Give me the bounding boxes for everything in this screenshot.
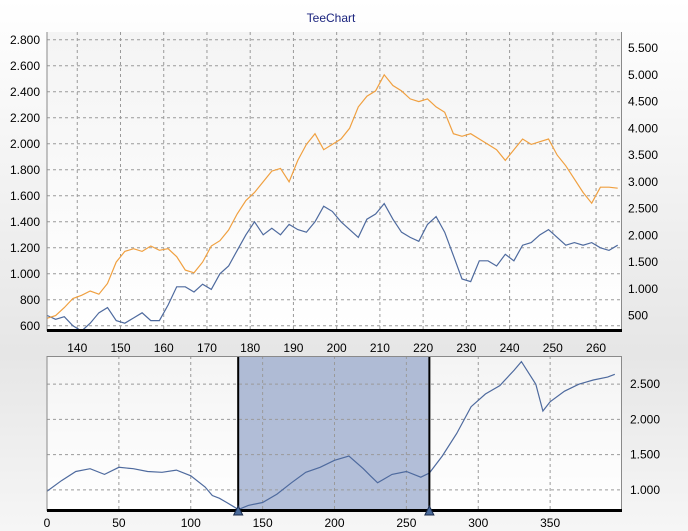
main-right-y-tick-label: 4.000 <box>628 121 658 135</box>
navigator-x-tick-label: 0 <box>44 516 51 530</box>
main-left-y-tick-label: 1.000 <box>10 267 40 281</box>
main-right-y-tick-label: 2.000 <box>628 228 658 242</box>
main-plot-frame <box>46 32 622 332</box>
main-x-tick-label: 210 <box>370 341 390 355</box>
main-x-tick-label: 230 <box>456 341 476 355</box>
chart-title: TeeChart <box>307 11 356 25</box>
main-x-tick-label: 200 <box>327 341 347 355</box>
main-right-y-tick-label: 5.000 <box>628 68 658 82</box>
main-right-y-tick-label: 5.500 <box>628 41 658 55</box>
main-right-y-tick-label: 500 <box>628 309 648 323</box>
main-right-y-tick-label: 4.500 <box>628 95 658 109</box>
main-right-y-tick-label: 1.500 <box>628 255 658 269</box>
main-x-tick-label: 190 <box>283 341 303 355</box>
selection-left-handle-icon[interactable] <box>232 504 244 516</box>
main-right-y-tick-label: 3.500 <box>628 148 658 162</box>
main-plot-area <box>47 32 622 331</box>
main-left-y-tick-label: 1.800 <box>10 163 40 177</box>
main-left-y-tick-label: 1.200 <box>10 241 40 255</box>
main-x-tick-label: 240 <box>500 341 520 355</box>
navigator-x-tick-label: 100 <box>181 516 201 530</box>
main-left-y-tick-label: 2.400 <box>10 85 40 99</box>
main-right-y-tick-label: 2.500 <box>628 202 658 216</box>
navigator-x-tick-labels: 0 50 100 150 200 250 300 350 <box>44 516 561 530</box>
main-x-tick-labels: 140 150 160 170 180 190 200 210 220 230 240 250 260 <box>67 341 606 355</box>
main-x-tick-label: 220 <box>413 341 433 355</box>
blue-series-line <box>47 202 619 331</box>
navigator-x-tick-label: 250 <box>396 516 416 530</box>
main-x-tick-label: 140 <box>67 341 87 355</box>
navigator-y-tick-labels: 1.000 1.500 2.000 2.500 <box>630 377 660 497</box>
main-left-y-tick-label: 2.600 <box>10 59 40 73</box>
main-x-tick-label: 260 <box>586 341 606 355</box>
main-x-tick-label: 250 <box>543 341 563 355</box>
main-left-y-tick-label: 1.400 <box>10 215 40 229</box>
main-x-tick-label: 180 <box>240 341 260 355</box>
navigator-y-tick-label: 2.500 <box>630 377 660 391</box>
main-left-y-tick-label: 1.600 <box>10 189 40 203</box>
navigator-y-tick-label: 1.500 <box>630 448 660 462</box>
navigator-y-tick-label: 1.000 <box>630 483 660 497</box>
main-left-y-tick-label: 2.000 <box>10 137 40 151</box>
main-left-y-tick-label: 600 <box>20 319 40 333</box>
navigator-x-tick-label: 200 <box>324 516 344 530</box>
main-x-tick-label: 160 <box>154 341 174 355</box>
navigator-x-tick-label: 350 <box>540 516 560 530</box>
main-left-y-tick-label: 800 <box>20 293 40 307</box>
main-left-y-tick-label: 2.200 <box>10 111 40 125</box>
navigator-x-tick-label: 300 <box>468 516 488 530</box>
orange-series-line <box>47 73 618 319</box>
main-right-y-tick-labels: 500 1.000 1.500 2.000 2.500 3.000 3.500 4.000 4.… <box>628 41 658 323</box>
main-chart[interactable]: 140 150 160 170 180 190 200 210 220 230 240 250 260 … <box>10 32 658 355</box>
main-left-y-tick-label: 2.800 <box>10 33 40 47</box>
main-right-y-tick-label: 1.000 <box>628 282 658 296</box>
selection-right-handle-icon[interactable] <box>424 504 435 516</box>
navigator-chart[interactable]: 0 50 100 150 200 250 300 350 1.000 1.500 2.000 2.5… <box>44 356 661 530</box>
navigator-y-tick-label: 2.000 <box>630 412 660 426</box>
main-right-y-tick-label: 3.000 <box>628 175 658 189</box>
navigator-x-tick-label: 150 <box>253 516 273 530</box>
range-selection[interactable] <box>238 356 430 511</box>
navigator-series-line <box>47 360 616 511</box>
navigator-x-tick-label: 50 <box>112 516 126 530</box>
main-left-y-tick-labels: 600 800 1.000 1.200 1.400 1.600 1.800 2.000 2.20… <box>10 33 40 333</box>
main-x-tick-label: 150 <box>110 341 130 355</box>
navigator-plot-frame <box>46 356 622 512</box>
main-x-tick-label: 170 <box>197 341 217 355</box>
